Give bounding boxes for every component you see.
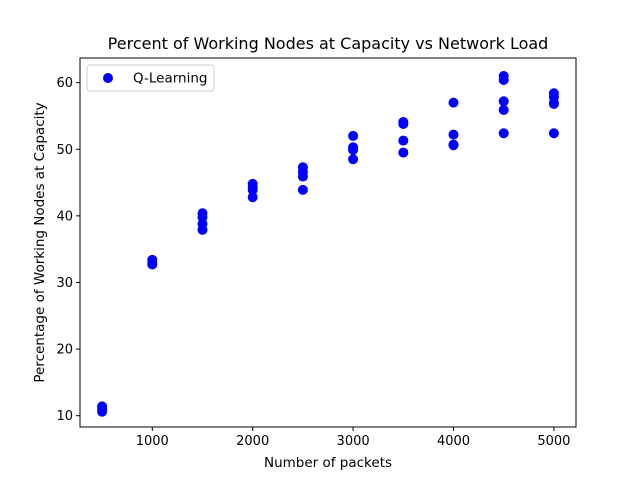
- legend-label-q-learning: Q-Learning: [133, 71, 207, 87]
- data-point: [247, 184, 258, 195]
- data-point: [398, 147, 409, 158]
- data-point: [297, 184, 308, 195]
- x-axis-ticks: 1000 2000 3000 4000 5000: [136, 427, 570, 449]
- data-point: [498, 128, 509, 139]
- y-tick-label: 10: [56, 409, 73, 424]
- data-point: [448, 140, 459, 151]
- data-point: [197, 224, 208, 235]
- x-tick-label: 4000: [437, 434, 470, 449]
- legend-box: [86, 64, 215, 92]
- y-axis-ticks: 10 20 30 40 50 60: [56, 76, 80, 424]
- legend-marker-q-learning: [103, 73, 113, 83]
- data-point: [147, 259, 158, 270]
- data-point: [498, 104, 509, 115]
- y-tick-label: 40: [56, 209, 73, 224]
- data-point: [448, 129, 459, 140]
- chart-title: Percent of Working Nodes at Capacity vs …: [108, 34, 549, 53]
- legend[interactable]: Q-Learning: [86, 64, 215, 92]
- data-point: [247, 192, 258, 203]
- x-tick-label: 2000: [236, 434, 269, 449]
- data-point: [448, 97, 459, 108]
- data-points: [97, 70, 559, 417]
- data-point: [398, 118, 409, 129]
- y-tick-label: 20: [56, 343, 73, 358]
- data-point: [348, 154, 359, 165]
- y-tick-label: 60: [56, 76, 73, 91]
- x-tick-label: 3000: [337, 434, 370, 449]
- data-point: [297, 171, 308, 182]
- axes-frame: [79, 57, 577, 428]
- data-point: [498, 96, 509, 107]
- data-point: [398, 135, 409, 146]
- x-tick-label: 1000: [136, 434, 169, 449]
- data-point: [348, 130, 359, 141]
- data-point: [498, 74, 509, 85]
- data-point: [548, 98, 559, 109]
- x-axis-label: Number of packets: [264, 455, 392, 471]
- y-tick-label: 50: [56, 143, 73, 158]
- y-tick-label: 30: [56, 276, 73, 291]
- y-axis-label: Percentage of Working Nodes at Capacity: [32, 102, 48, 382]
- data-point: [548, 128, 559, 139]
- x-tick-label: 5000: [537, 434, 570, 449]
- data-point: [348, 144, 359, 155]
- data-point: [97, 406, 108, 417]
